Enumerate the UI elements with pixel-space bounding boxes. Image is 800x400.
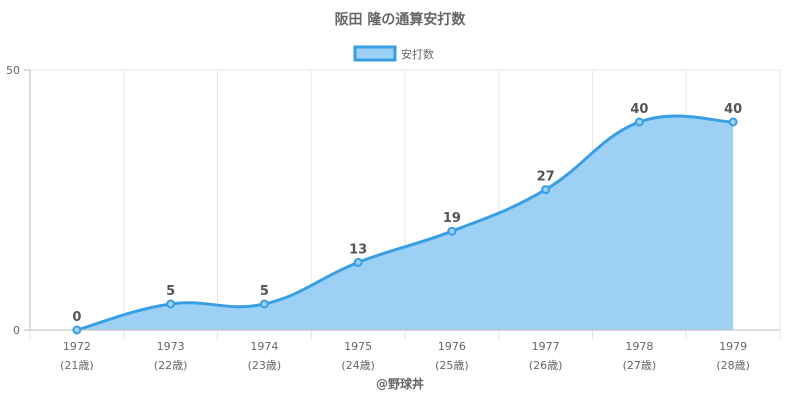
data-labels: 0 5 5 13 19 27 40 40 xyxy=(72,102,742,325)
x-tick-sublabel: (21歳) xyxy=(60,359,94,372)
x-tick-label: 1973 xyxy=(157,340,185,353)
x-tick-sublabel: (23歳) xyxy=(248,359,282,372)
x-tick-label: 1978 xyxy=(625,340,653,353)
x-tick-label: 1977 xyxy=(532,340,560,353)
x-tick-sublabel: (24歳) xyxy=(341,359,375,372)
legend[interactable]: 安打数 xyxy=(353,45,434,62)
y-tick-label: 50 xyxy=(6,64,20,77)
x-tick-label: 1972 xyxy=(63,340,91,353)
footer-credit: @野球丼 xyxy=(376,376,424,391)
data-point xyxy=(166,299,176,309)
data-label: 5 xyxy=(166,284,175,299)
data-label: 19 xyxy=(443,211,461,226)
x-tick-label: 1979 xyxy=(719,340,747,353)
x-tick-sublabel: (22歳) xyxy=(154,359,188,372)
x-tick-label: 1975 xyxy=(344,340,372,353)
y-axis: 50 0 xyxy=(6,64,31,337)
series-area-fill xyxy=(76,115,734,330)
data-point xyxy=(541,185,551,195)
data-point xyxy=(728,117,738,127)
data-point xyxy=(447,226,457,236)
data-point xyxy=(72,325,82,335)
data-label: 5 xyxy=(260,284,269,299)
x-tick-label: 1974 xyxy=(250,340,278,353)
data-point xyxy=(634,117,644,127)
data-label: 40 xyxy=(630,102,648,117)
y-tick-label: 0 xyxy=(13,324,20,337)
legend-swatch xyxy=(353,45,397,62)
data-points xyxy=(72,117,738,335)
data-label: 13 xyxy=(349,242,367,257)
chart-title: 阪田 隆の通算安打数 xyxy=(335,11,467,28)
series-line xyxy=(76,114,734,332)
data-label: 40 xyxy=(724,102,742,117)
legend-label: 安打数 xyxy=(401,47,434,61)
x-tick-sublabel: (27歳) xyxy=(623,359,657,372)
data-point xyxy=(259,299,269,309)
data-label: 27 xyxy=(537,170,555,185)
x-tick-label: 1976 xyxy=(438,340,466,353)
x-tick-sublabel: (28歳) xyxy=(716,359,750,372)
area-layer xyxy=(76,114,734,332)
x-tick-sublabel: (26歳) xyxy=(529,359,563,372)
x-tick-sublabel: (25歳) xyxy=(435,359,469,372)
data-point xyxy=(353,257,363,267)
data-label: 0 xyxy=(72,310,81,325)
x-axis: 1972 (21歳) 1973 (22歳) 1974 (23歳) 1975 (24歳) 1976… xyxy=(24,329,780,372)
